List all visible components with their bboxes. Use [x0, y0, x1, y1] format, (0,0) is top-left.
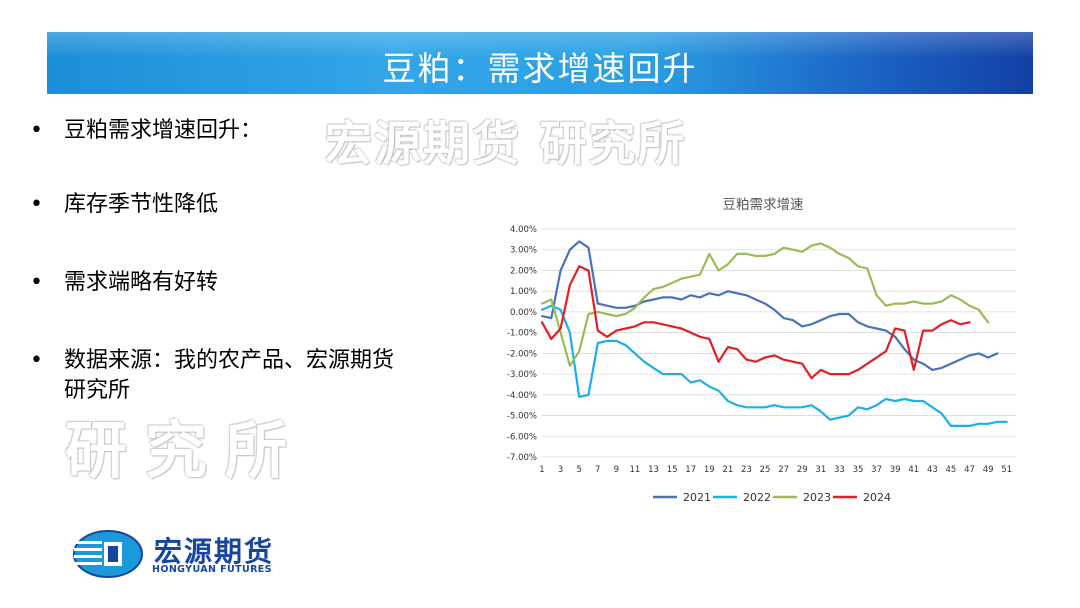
chart-series-lines [540, 240, 1008, 427]
x-tick-label: 19 [704, 465, 715, 475]
x-tick-label: 23 [741, 465, 752, 475]
bullet-marker: • [30, 270, 43, 295]
x-tick-label: 37 [871, 465, 882, 475]
y-tick-label: 3.00% [510, 246, 537, 256]
series-line-2021 [540, 240, 999, 371]
banner-gloss [47, 32, 1033, 59]
series-line-2023 [540, 242, 990, 367]
x-tick-label: 35 [853, 465, 864, 475]
title-banner: 豆粕：需求增速回升 [47, 32, 1033, 94]
y-tick-label: 1.00% [510, 287, 537, 297]
logo-chinese-name: 宏源期货 [154, 535, 275, 568]
x-tick-label: 7 [595, 465, 600, 475]
bullet-marker: • [30, 192, 43, 217]
x-tick-label: 47 [964, 465, 975, 475]
x-tick-label: 27 [778, 465, 789, 475]
y-tick-label: 2.00% [510, 266, 537, 276]
x-tick-label: 45 [946, 465, 957, 475]
legend-label: 2023 [803, 491, 831, 504]
series-line-2022 [540, 304, 1008, 427]
y-tick-label: -6.00% [507, 432, 537, 442]
legend-label: 2021 [683, 491, 711, 504]
x-tick-label: 39 [890, 465, 901, 475]
bullet-marker: • [30, 348, 43, 373]
chart-title: 豆粕需求增速 [723, 197, 804, 213]
watermark-top: 宏源期货 研究所 [325, 117, 687, 172]
x-tick-label: 5 [576, 465, 581, 475]
bullet-marker: • [30, 118, 43, 143]
bullet-text: 数据来源：我的农产品、宏源期货研究所 [64, 348, 395, 403]
x-tick-label: 17 [685, 465, 696, 475]
x-tick-label: 13 [648, 465, 659, 475]
x-tick-label: 29 [797, 465, 808, 475]
x-tick-label: 49 [983, 465, 994, 475]
x-tick-label: 43 [927, 465, 938, 475]
demand-growth-chart: 豆粕需求增速 4.00% 3.00% 2.00% 1.00% 0.00% -1.00% -2… [490, 186, 1030, 506]
chart-svg: 豆粕需求增速 4.00% 3.00% 2.00% 1.00% 0.00% -1.00% -2… [507, 197, 1016, 504]
chart-grid [542, 228, 1016, 458]
bullet-text: 豆粕需求增速回升： [64, 118, 263, 143]
series-line-2024 [540, 265, 971, 380]
x-tick-label: 11 [630, 465, 641, 475]
x-tick-label: 33 [834, 465, 845, 475]
hongyuan-logo-icon [73, 530, 143, 578]
x-axis-ticks: 1 3 5 7 9 11 13 15 17 19 21 23 25 27 29 31 33 35 37 39 41 43 4… [539, 465, 1012, 475]
x-tick-label: 51 [1001, 465, 1012, 475]
y-tick-label: 4.00% [510, 225, 537, 235]
legend-label: 2024 [863, 491, 891, 504]
legend-label: 2022 [743, 491, 771, 504]
y-tick-label: 0.00% [510, 308, 537, 318]
y-tick-label: -5.00% [507, 412, 537, 422]
y-axis-ticks: 4.00% 3.00% 2.00% 1.00% 0.00% -1.00% -2.00% -3.… [507, 225, 537, 463]
x-tick-label: 25 [760, 465, 771, 475]
logo-english-name: HONGYUAN FUTURES [152, 564, 272, 575]
y-tick-label: -7.00% [507, 453, 537, 463]
x-tick-label: 31 [815, 465, 826, 475]
x-tick-label: 15 [667, 465, 678, 475]
x-tick-label: 1 [539, 465, 544, 475]
x-tick-label: 41 [908, 465, 919, 475]
y-tick-label: -1.00% [507, 329, 537, 339]
bullet-text: 需求端略有好转 [64, 270, 219, 295]
bullet-text: 库存季节性降低 [64, 192, 219, 217]
x-tick-label: 9 [614, 465, 619, 475]
x-tick-label: 21 [722, 465, 733, 475]
company-logo: 宏源期货 HONGYUAN FUTURES [72, 528, 312, 580]
y-tick-label: -4.00% [507, 391, 537, 401]
watermark-bottom: 研究所 [65, 414, 306, 487]
page-title: 豆粕：需求增速回升 [382, 49, 698, 88]
y-tick-label: -3.00% [507, 370, 537, 380]
chart-legend: 2021 2022 2023 2024 [653, 491, 891, 504]
x-tick-label: 3 [558, 465, 563, 475]
y-tick-label: -2.00% [507, 349, 537, 359]
